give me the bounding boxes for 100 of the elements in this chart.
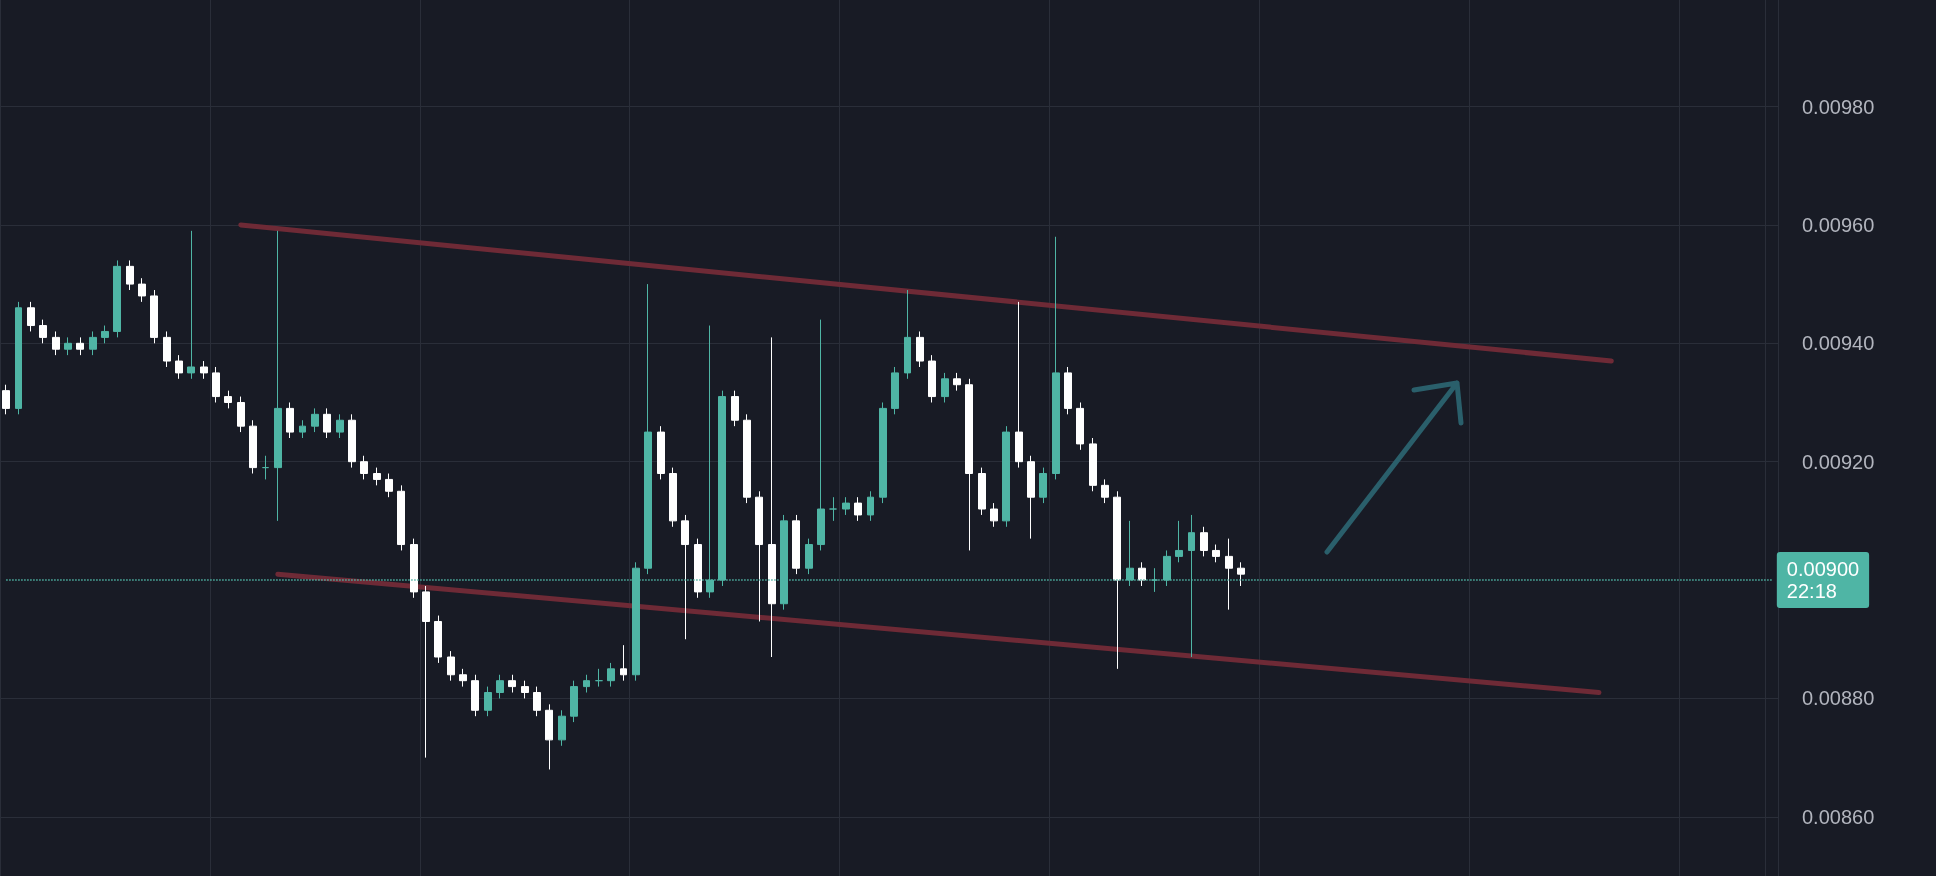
- candlestick: [249, 419, 257, 475]
- candlestick: [854, 496, 862, 522]
- candlestick: [768, 336, 776, 658]
- candlestick: [1002, 425, 1010, 528]
- candlestick: [792, 514, 800, 575]
- candlestick: [27, 301, 35, 332]
- candlestick: [484, 686, 492, 717]
- candlestick: [15, 301, 22, 415]
- candlestick: [1175, 520, 1183, 563]
- candlestick: [545, 703, 553, 770]
- candlestick: [274, 230, 282, 522]
- candlestick: [373, 467, 381, 486]
- candlestick: [1212, 544, 1220, 563]
- candlestick: [471, 674, 479, 717]
- y-tick-label: 0.00920: [1802, 450, 1875, 473]
- candlestick: [237, 396, 245, 433]
- candlestick: [1138, 561, 1146, 587]
- candlestick: [1237, 561, 1245, 587]
- candlestick: [311, 407, 319, 433]
- candlestick: [657, 425, 665, 480]
- candlestick: [138, 277, 146, 303]
- candlestick: [558, 709, 566, 747]
- candlestick: [755, 490, 763, 622]
- candlestick: [89, 330, 97, 356]
- candlestick: [1089, 437, 1097, 492]
- candlestick: [508, 674, 516, 694]
- candlestick: [694, 538, 702, 599]
- candlestick: [434, 615, 442, 664]
- candlestick: [323, 407, 331, 439]
- y-tick-label: 0.00960: [1802, 213, 1875, 236]
- candlestick: [978, 467, 986, 516]
- candlestick: [916, 330, 924, 368]
- candlestick: [200, 360, 208, 380]
- candlestick: [286, 401, 294, 439]
- candlestick: [1113, 490, 1121, 670]
- candlestick: [644, 283, 652, 575]
- y-tick-label: 0.00980: [1802, 95, 1875, 118]
- candlestick: [52, 330, 60, 356]
- candlestick: [422, 585, 430, 759]
- candlestick: [928, 354, 936, 403]
- candlestick: [360, 455, 368, 480]
- candlestick: [336, 413, 344, 439]
- y-tick-label: 0.00860: [1802, 805, 1875, 828]
- candlestick: [965, 378, 973, 551]
- candlestick: [1101, 478, 1109, 504]
- candlestick: [224, 390, 232, 409]
- candlestick: [163, 330, 171, 368]
- candlestick: [817, 319, 825, 551]
- candlestick: [1064, 366, 1072, 415]
- candlestick: [805, 538, 813, 575]
- candlestick: [39, 319, 47, 344]
- candlestick: [1039, 467, 1047, 504]
- candlestick: [620, 644, 627, 682]
- candlestick: [607, 662, 615, 688]
- candlestick: [150, 289, 158, 344]
- candlestick: [299, 419, 306, 439]
- candlestick: [459, 668, 467, 688]
- candlestick: [904, 289, 911, 380]
- candlestick: [101, 325, 109, 344]
- candlestick: [1052, 236, 1060, 480]
- candlestick: [743, 413, 751, 504]
- candlestick: [212, 366, 220, 403]
- candlestick: [64, 336, 72, 356]
- candlestick: [1015, 301, 1023, 469]
- candlestick: [867, 490, 874, 522]
- candlestick: [595, 668, 603, 688]
- candlestick: [397, 484, 405, 551]
- candlestick: [113, 259, 121, 338]
- ref-line-label: 0.00900 22:18: [1786, 558, 1860, 603]
- candlestick: [2, 384, 10, 415]
- candlestick: [842, 496, 850, 516]
- candlestick: [496, 674, 504, 699]
- candlestick: [76, 336, 84, 356]
- candlestick: [385, 473, 393, 498]
- candlestick: [669, 467, 677, 528]
- candlestick: [348, 413, 356, 469]
- candlestick: [941, 372, 949, 403]
- candlestick: [533, 686, 541, 717]
- candlestick: [1076, 401, 1084, 451]
- candlestick: [1200, 526, 1208, 557]
- y-tick-label: 0.00940: [1802, 332, 1875, 355]
- candlestick: [681, 514, 689, 640]
- candlestick: [126, 259, 134, 291]
- candlestick: [829, 496, 837, 522]
- candlestick: [891, 366, 899, 415]
- candlestick: [953, 372, 961, 392]
- candlestick: [447, 650, 455, 682]
- candlestick: [262, 455, 269, 480]
- candlestick: [879, 401, 887, 504]
- candlestick: [990, 502, 998, 528]
- candlestick: [731, 390, 739, 427]
- candlestick: [1027, 455, 1035, 540]
- y-tick-label: 0.00880: [1802, 687, 1875, 710]
- candlestick: [410, 538, 418, 599]
- candlestick: [583, 674, 590, 694]
- candlestick: [175, 354, 183, 380]
- candlestick: [521, 680, 529, 699]
- candlestick: [187, 230, 195, 380]
- candlestick: [1225, 538, 1233, 611]
- candlestick: [570, 680, 578, 723]
